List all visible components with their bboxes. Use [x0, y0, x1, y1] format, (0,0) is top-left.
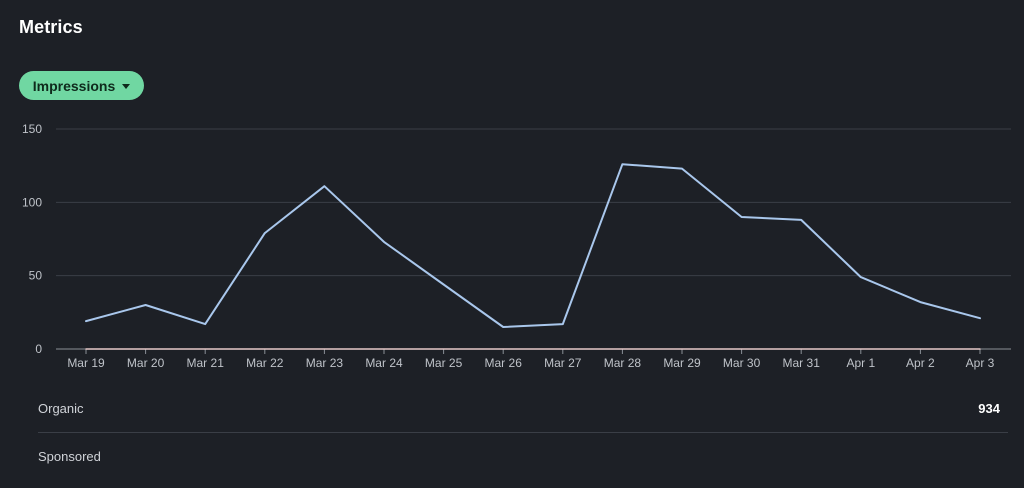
x-tick-label: Mar 28	[604, 356, 642, 370]
x-tick-label: Mar 29	[663, 356, 701, 370]
x-tick-label: Mar 20	[127, 356, 165, 370]
breakdown-row-sponsored: Sponsored	[38, 449, 1000, 464]
metric-dropdown[interactable]: Impressions	[19, 71, 144, 100]
x-tick-label: Mar 24	[365, 356, 403, 370]
x-tick-label: Mar 27	[544, 356, 582, 370]
metric-dropdown-label: Impressions	[32, 77, 116, 94]
x-tick-label: Mar 19	[67, 356, 105, 370]
y-tick-label: 50	[29, 269, 43, 283]
x-tick-label: Apr 2	[906, 356, 935, 370]
x-tick-label: Apr 3	[966, 356, 995, 370]
y-tick-label: 150	[22, 122, 42, 136]
y-tick-label: 100	[22, 195, 42, 209]
breakdown-row-organic: Organic 934	[38, 401, 1000, 416]
breakdown-label-organic: Organic	[38, 401, 84, 416]
x-tick-label: Mar 22	[246, 356, 284, 370]
page-title: Metrics	[19, 17, 83, 37]
caret-down-icon	[122, 83, 131, 89]
breakdown-value-organic: 934	[978, 401, 1000, 416]
x-tick-label: Mar 23	[306, 356, 344, 370]
impressions-line-chart: 0 50 100 150 Mar 19 Mar 20 Mar 21 Mar 22 Mar 23 M…	[22, 122, 1011, 370]
impressions-series-line	[85, 163, 981, 328]
x-tick-label: Mar 26	[485, 356, 523, 370]
y-tick-label: 0	[35, 342, 42, 356]
x-tick-label: Mar 31	[783, 356, 821, 370]
breakdown-label-sponsored: Sponsored	[38, 449, 101, 464]
x-tick-label: Mar 30	[723, 356, 761, 370]
x-tick-label: Mar 25	[425, 356, 463, 370]
x-tick-label: Mar 21	[187, 356, 225, 370]
breakdown-divider	[38, 432, 1008, 433]
x-tick-label: Apr 1	[846, 356, 875, 370]
